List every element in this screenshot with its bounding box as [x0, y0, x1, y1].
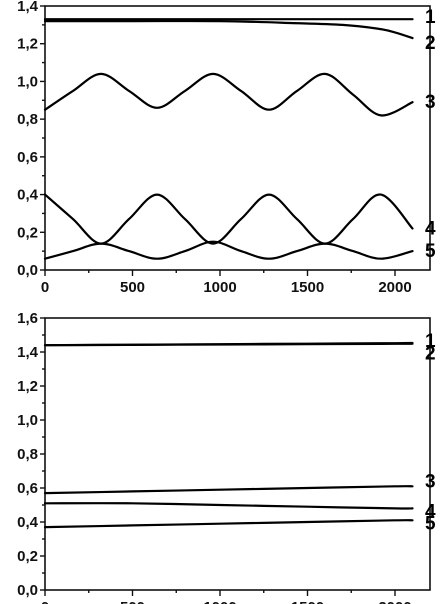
x-tick-label: 0	[41, 279, 49, 296]
y-tick-label: 0,0	[17, 262, 38, 279]
series-4-label: 4	[425, 501, 436, 522]
y-tick-label: 0,2	[17, 548, 38, 565]
x-tick-label: 1000	[203, 599, 236, 604]
y-tick-label: 0,6	[17, 480, 38, 497]
y-tick-label: 1,0	[17, 73, 38, 90]
series-5-label: 5	[425, 241, 436, 262]
series-3-label: 3	[425, 92, 436, 113]
x-tick-label: 0	[41, 599, 49, 604]
series-2-line	[43, 19, 414, 40]
series-5-line	[43, 240, 414, 260]
y-tick-label: 1,4	[17, 344, 39, 361]
x-tick-label: 2000	[378, 279, 411, 296]
x-tick-label: 500	[120, 279, 145, 296]
series-1-label: 1	[425, 7, 436, 28]
y-tick-label: 0,4	[17, 187, 39, 204]
x-tick-label: 1000	[203, 279, 236, 296]
y-tick-label: 0,2	[17, 224, 38, 241]
y-tick-label: 0,8	[17, 446, 38, 463]
series-5-line	[43, 519, 414, 529]
series-2-label: 2	[425, 33, 436, 54]
y-tick-label: 0,4	[17, 514, 39, 531]
chart-panel-2: 0,0 0,2 0,4 0,6 0,8 1,0 1,2 1,4 1,6 0 500 1000 1500 2…	[17, 310, 436, 604]
x-tick-label: 2000	[378, 599, 411, 604]
y-tick-label: 1,2	[17, 36, 38, 53]
series-4-line	[43, 193, 414, 245]
series-5-label: 5	[425, 513, 436, 534]
plot-frame	[44, 5, 431, 271]
series-3-line	[43, 72, 414, 117]
y-tick-label: 0,6	[17, 149, 38, 166]
series-1-label: 1	[425, 331, 436, 352]
series-3-line	[43, 485, 414, 495]
y-tick-label: 1,6	[17, 310, 38, 327]
y-tick-label: 1,0	[17, 412, 38, 429]
chart-panel-1: 0,0 0,2 0,4 0,6 0,8 1,0 1,2 1,4 0 500 1000 1500 2000…	[17, 0, 436, 296]
series-2-line	[43, 342, 414, 347]
x-tick-label: 1500	[291, 599, 324, 604]
series-2-label: 2	[425, 344, 436, 365]
series-4-line	[43, 502, 414, 510]
plot-frame	[44, 317, 431, 591]
x-tick-label: 1500	[291, 279, 324, 296]
y-tick-label: 0,0	[17, 582, 38, 599]
x-tick-label: 500	[120, 599, 145, 604]
y-tick-label: 0,8	[17, 111, 38, 128]
series-3-label: 3	[425, 471, 436, 492]
series-4-label: 4	[425, 219, 436, 240]
y-tick-label: 1,2	[17, 378, 38, 395]
y-tick-label: 1,4	[17, 0, 39, 15]
